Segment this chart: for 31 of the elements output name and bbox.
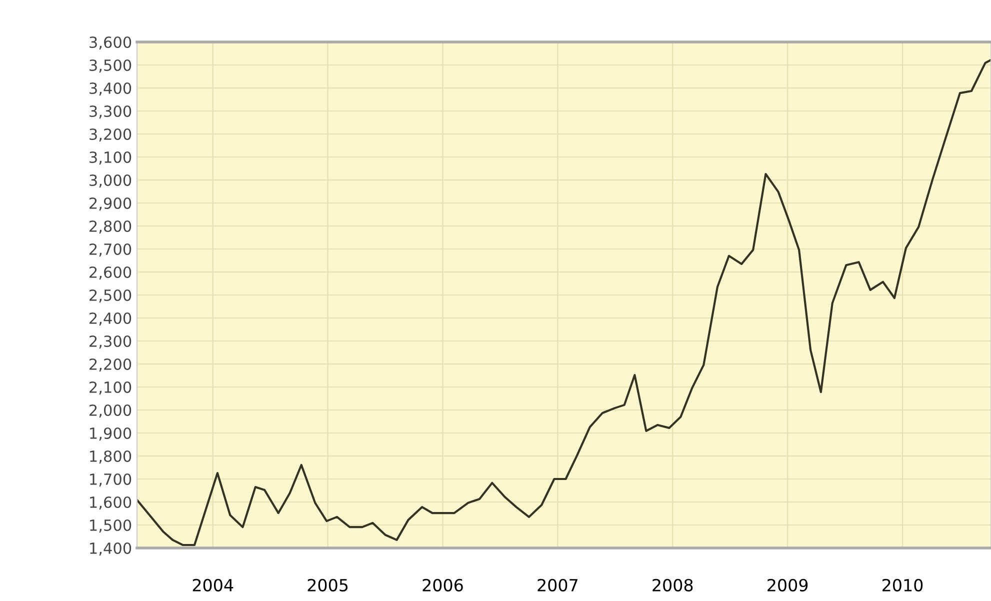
y-tick-label: 1,500 xyxy=(90,519,132,533)
y-tick-label: 1,600 xyxy=(90,496,132,510)
x-tick-label: 2007 xyxy=(538,578,578,592)
y-tick-label: 2,900 xyxy=(90,197,132,211)
y-tick-label: 3,600 xyxy=(90,36,132,50)
y-tick-label: 3,300 xyxy=(90,105,132,119)
x-tick-label: 2006 xyxy=(422,578,463,592)
y-tick-label: 1,800 xyxy=(90,450,132,464)
y-tick-label: 1,900 xyxy=(90,427,132,441)
y-tick-label: 2,700 xyxy=(90,243,132,257)
x-tick-label: 2005 xyxy=(308,578,348,592)
x-tick-label: 2008 xyxy=(652,578,693,592)
y-tick-label: 3,100 xyxy=(90,151,132,165)
y-tick-label: 2,200 xyxy=(90,358,132,372)
y-tick-label: 1,400 xyxy=(90,542,132,556)
y-tick-label: 2,500 xyxy=(90,289,132,303)
y-tick-label: 2,600 xyxy=(90,266,132,280)
x-tick-label: 2004 xyxy=(192,578,234,592)
y-tick-label: 2,100 xyxy=(90,381,132,395)
x-tick-label: 2009 xyxy=(768,578,808,592)
y-tick-label: 3,500 xyxy=(90,59,132,73)
y-tick-label: 2,300 xyxy=(90,335,132,349)
line-series xyxy=(137,58,991,546)
x-tick-label: 2010 xyxy=(882,578,923,592)
y-tick-label: 2,400 xyxy=(90,312,132,326)
y-tick-label: 2,000 xyxy=(90,404,132,418)
y-tick-label: 3,400 xyxy=(90,82,132,96)
y-tick-label: 1,700 xyxy=(90,473,132,487)
y-tick-label: 3,000 xyxy=(90,174,132,188)
y-tick-label: 2,800 xyxy=(90,220,132,234)
y-tick-label: 3,200 xyxy=(90,128,132,142)
